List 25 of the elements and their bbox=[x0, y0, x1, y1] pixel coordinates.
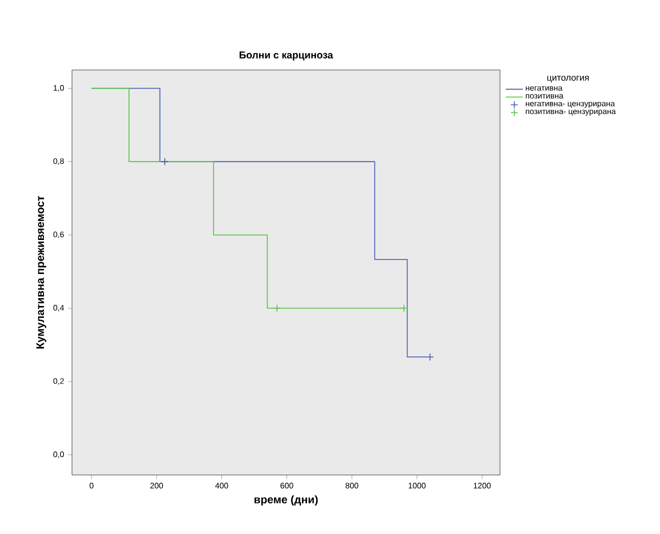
point bbox=[273, 304, 282, 312]
x-tick-label: 600 bbox=[280, 482, 294, 488]
x-tick-label: 400 bbox=[215, 482, 228, 488]
y-tick-label: 0,2 bbox=[53, 378, 64, 385]
x-tick-label: 200 bbox=[150, 482, 163, 488]
y-tick-label: 0,6 bbox=[53, 232, 64, 238]
legend-title: цитология bbox=[547, 76, 589, 82]
x-axis-title: време (дни) bbox=[254, 495, 318, 506]
x-tick-label: 1200 bbox=[474, 482, 491, 488]
y-axis-title: Кумулативна преживяемост bbox=[36, 196, 46, 348]
legend-label: позитивна- цензурирана bbox=[526, 110, 616, 116]
legend-label: позитивна bbox=[526, 94, 564, 99]
legend-label: негативна- цензурирана bbox=[526, 102, 615, 108]
chart-title: Болни с карциноза bbox=[240, 51, 334, 60]
y-tick-label: 0,0 bbox=[53, 452, 64, 458]
legend-label: негативна bbox=[526, 86, 562, 91]
point bbox=[400, 304, 408, 312]
x-tick-label: 800 bbox=[346, 482, 358, 488]
point bbox=[426, 353, 434, 361]
x-tick-label: 1000 bbox=[408, 482, 426, 488]
x-tick-label: 0 bbox=[90, 482, 94, 488]
y-tick-label: 0,8 bbox=[53, 158, 64, 165]
y-tick-label: 1,0 bbox=[54, 85, 64, 92]
point bbox=[160, 158, 169, 166]
y-tick-label: 0,4 bbox=[53, 304, 64, 312]
